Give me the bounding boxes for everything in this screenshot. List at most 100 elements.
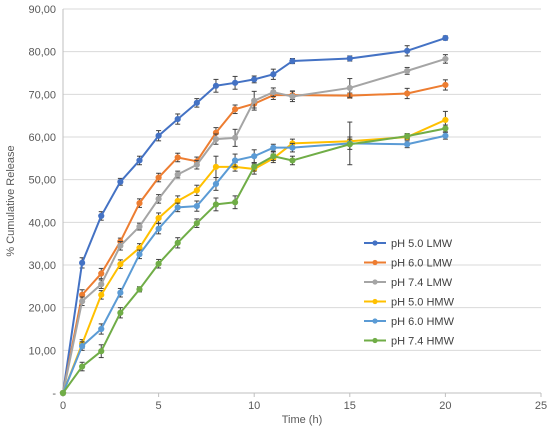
legend-label: pH 7.4 HMW bbox=[391, 336, 455, 348]
data-point bbox=[174, 171, 181, 178]
data-point bbox=[193, 161, 200, 168]
data-point bbox=[98, 270, 105, 277]
data-point bbox=[442, 132, 449, 139]
data-point bbox=[193, 187, 200, 194]
x-tick-label: 25 bbox=[535, 400, 547, 412]
series-line bbox=[62, 134, 446, 394]
data-point bbox=[289, 93, 296, 100]
data-point bbox=[155, 174, 162, 181]
legend-swatch-marker bbox=[372, 298, 378, 305]
y-tick-label: 40,00 bbox=[28, 217, 56, 229]
x-tick-label: 15 bbox=[344, 400, 356, 412]
data-point bbox=[174, 204, 181, 211]
data-point bbox=[117, 178, 124, 185]
legend-label: pH 7.4 LMW bbox=[391, 277, 453, 289]
x-tick-label: 5 bbox=[156, 400, 162, 412]
data-point bbox=[289, 144, 296, 151]
series-ph-5-0-lmw bbox=[59, 34, 449, 397]
data-point bbox=[212, 180, 220, 188]
y-tick-label: 90,00 bbox=[28, 4, 56, 16]
x-axis-title: Time (h) bbox=[282, 414, 323, 426]
data-point bbox=[117, 309, 124, 316]
data-point bbox=[404, 133, 411, 140]
data-point bbox=[136, 200, 143, 207]
series-ph-6-0-lmw bbox=[59, 79, 449, 397]
data-point bbox=[212, 136, 220, 143]
data-point bbox=[251, 153, 258, 160]
data-point bbox=[79, 363, 86, 370]
data-point bbox=[346, 84, 353, 92]
data-point bbox=[136, 223, 143, 230]
data-point bbox=[270, 71, 277, 78]
legend-item-ph-5-0-hmw: pH 5.0 HMW bbox=[364, 297, 455, 309]
data-point bbox=[174, 154, 181, 161]
data-point bbox=[404, 90, 411, 97]
legend-swatch-marker bbox=[372, 259, 378, 266]
legend-item-ph-6-0-lmw: pH 6.0 LMW bbox=[364, 258, 453, 270]
data-point bbox=[59, 389, 67, 397]
data-point bbox=[79, 259, 86, 266]
data-point bbox=[193, 99, 200, 106]
y-tick-label: 20,00 bbox=[28, 303, 56, 315]
data-point bbox=[117, 289, 124, 296]
x-tick-label: 10 bbox=[248, 400, 260, 412]
data-point bbox=[346, 55, 353, 62]
legend-item-ph-5-0-lmw: pH 5.0 LMW bbox=[364, 238, 453, 250]
legend-swatch-marker bbox=[372, 318, 378, 324]
data-point bbox=[231, 106, 239, 113]
y-tick-label: 50,00 bbox=[28, 175, 56, 187]
data-point bbox=[231, 134, 239, 141]
data-point bbox=[442, 81, 449, 89]
legend-label: pH 6.0 HMW bbox=[391, 316, 455, 328]
y-tick-label: 10,00 bbox=[28, 345, 56, 357]
data-point bbox=[98, 291, 105, 298]
data-point bbox=[155, 225, 162, 232]
data-point bbox=[117, 242, 124, 249]
data-point bbox=[404, 141, 411, 148]
data-point bbox=[212, 163, 220, 170]
data-point bbox=[442, 116, 449, 124]
data-point bbox=[270, 89, 277, 96]
data-point bbox=[251, 97, 258, 104]
series-line bbox=[62, 57, 446, 394]
data-point bbox=[404, 67, 411, 74]
data-point bbox=[136, 251, 143, 258]
legend-label: pH 5.0 HMW bbox=[391, 297, 455, 309]
legend-swatch-marker bbox=[372, 240, 378, 246]
x-tick-label: 20 bbox=[439, 400, 451, 412]
legend-item-ph-7-4-lmw: pH 7.4 LMW bbox=[364, 277, 453, 289]
data-point bbox=[174, 239, 181, 246]
y-tick-label: 70,00 bbox=[28, 89, 56, 101]
data-point bbox=[98, 325, 105, 333]
legend-label: pH 6.0 LMW bbox=[391, 258, 453, 270]
data-point bbox=[117, 261, 124, 268]
data-point bbox=[174, 115, 181, 123]
data-point bbox=[98, 212, 105, 220]
y-tick-label: 60,00 bbox=[28, 132, 56, 144]
data-point bbox=[442, 125, 449, 132]
data-point bbox=[231, 199, 239, 206]
data-point bbox=[136, 157, 143, 164]
data-point bbox=[193, 203, 200, 210]
series-line bbox=[62, 83, 446, 394]
data-point bbox=[442, 34, 449, 42]
series-ph-7-4-hmw bbox=[59, 124, 449, 397]
data-point bbox=[289, 157, 296, 164]
y-tick-label: - bbox=[52, 388, 56, 400]
series-group bbox=[59, 34, 449, 397]
data-point bbox=[136, 286, 143, 293]
legend-item-ph-6-0-hmw: pH 6.0 HMW bbox=[364, 316, 455, 328]
data-point bbox=[212, 82, 220, 89]
data-point bbox=[251, 76, 258, 83]
legend-swatch-marker bbox=[372, 279, 378, 285]
data-point bbox=[212, 201, 220, 208]
data-point bbox=[289, 57, 296, 65]
y-tick-label: 30,00 bbox=[28, 260, 56, 272]
axes bbox=[62, 9, 542, 397]
data-point bbox=[155, 214, 162, 222]
x-tick-label: 0 bbox=[60, 400, 66, 412]
data-point bbox=[231, 157, 239, 164]
data-point bbox=[270, 153, 277, 160]
data-point bbox=[193, 220, 200, 227]
